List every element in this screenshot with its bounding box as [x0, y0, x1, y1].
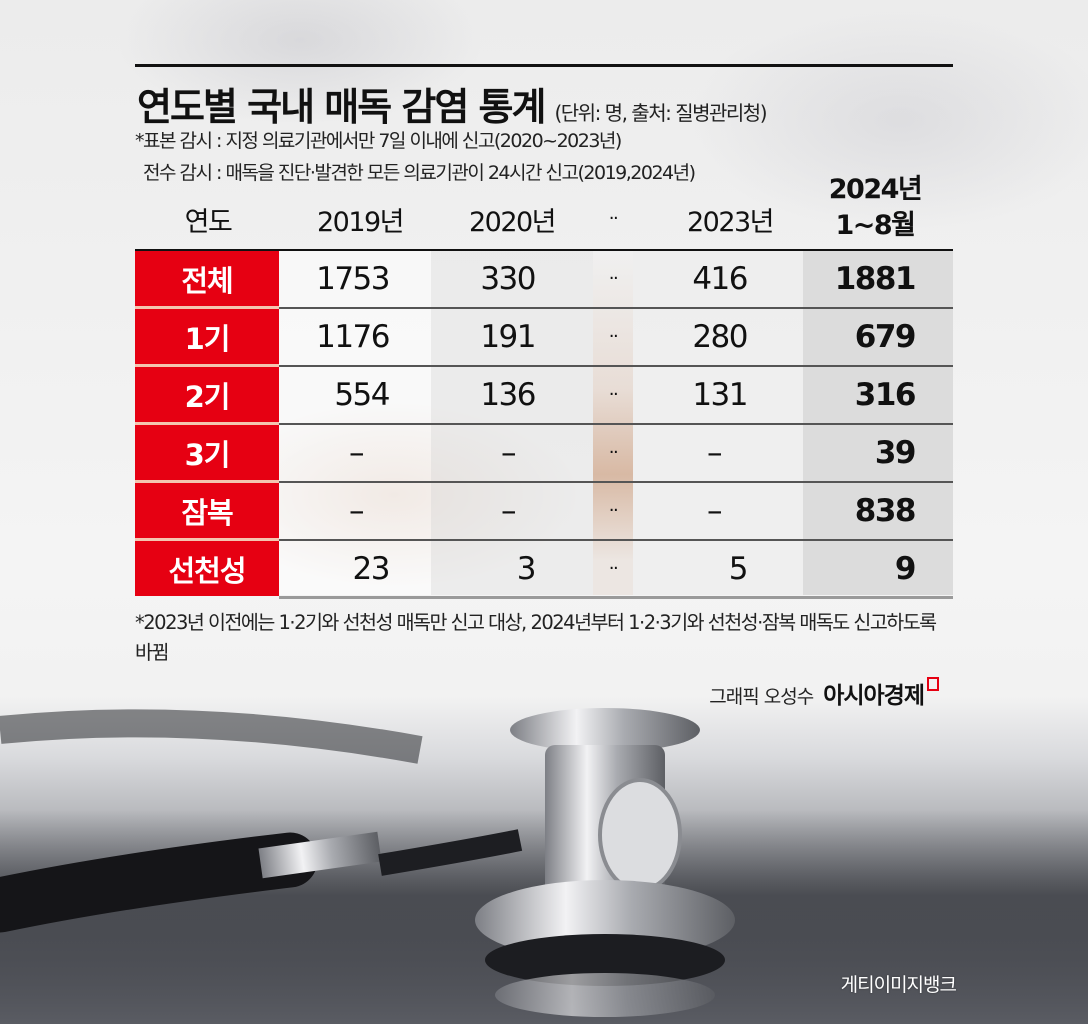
top-rule — [135, 64, 953, 67]
cell-2020: 191 — [480, 318, 536, 355]
row-divider — [279, 596, 953, 599]
header-2024-year: 2024년 — [828, 174, 923, 205]
note-full-surveillance: 전수 감시 : 매독을 진단·발견한 모든 의료기관이 24시간 신고(2019… — [143, 162, 696, 184]
table-row: 3기 – – ·· – 39 — [135, 425, 953, 483]
header-ellipsis: ·· — [608, 208, 619, 229]
cell-2023: – — [707, 434, 723, 471]
table-row: 잠복 – – ·· – 838 — [135, 483, 953, 541]
row-label: 1기 — [135, 309, 279, 364]
brand-logo: 아시아경제 — [823, 683, 925, 709]
cell-2020: 330 — [480, 260, 536, 297]
cell-2019: – — [349, 434, 365, 471]
header-2023: 2023년 — [686, 207, 775, 238]
row-divider — [279, 481, 953, 483]
header-year: 연도 — [184, 207, 233, 238]
cell-ellipsis: ·· — [608, 558, 619, 579]
row-divider — [279, 539, 953, 541]
cell-2019: 1753 — [316, 260, 390, 297]
cell-2020: – — [501, 492, 517, 529]
cell-2019: – — [349, 492, 365, 529]
table-row: 1기 1176 191 ·· 280 679 — [135, 309, 953, 367]
stethoscope-image — [0, 708, 1088, 1024]
cell-ellipsis: ·· — [608, 384, 619, 405]
graphic-credit: 그래픽 오성수 — [709, 686, 814, 708]
row-label: 선천성 — [135, 541, 279, 596]
header-rule — [135, 249, 953, 251]
cell-2023: 416 — [692, 260, 748, 297]
cell-ellipsis: ·· — [608, 500, 619, 521]
note-sample-surveillance: *표본 감시 : 지정 의료기관에서만 7일 이내에 신고(2020~2023년… — [135, 130, 622, 152]
unit-source: (단위: 명, 출처: 질병관리청) — [554, 101, 767, 125]
cell-ellipsis: ·· — [608, 268, 619, 289]
row-divider-label — [135, 306, 279, 309]
cell-2023: 5 — [728, 550, 749, 587]
row-divider — [279, 423, 953, 425]
cell-2023: 131 — [692, 376, 748, 413]
header-2019: 2019년 — [316, 207, 405, 238]
row-label: 잠복 — [135, 483, 279, 538]
header-2024-months: 1~8월 — [835, 210, 916, 241]
cell-2020: 136 — [480, 376, 536, 413]
table-row: 전체 1753 330 ·· 416 1881 — [135, 251, 953, 309]
cell-2024: 9 — [894, 550, 917, 587]
row-label: 3기 — [135, 425, 279, 480]
cell-2019: 1176 — [316, 318, 390, 355]
cell-2019: 554 — [334, 376, 390, 413]
header-2020: 2020년 — [468, 207, 557, 238]
header-2024: 2024년 1~8월 — [815, 172, 935, 244]
table-row: 2기 554 136 ·· 131 316 — [135, 367, 953, 425]
cell-2020: – — [501, 434, 517, 471]
cell-2023: 280 — [692, 318, 748, 355]
row-divider — [279, 365, 953, 367]
row-divider-label — [135, 538, 279, 541]
chart-title: 연도별 국내 매독 감염 통계 — [137, 85, 546, 129]
cell-2023: – — [707, 492, 723, 529]
table-row: 선천성 23 3 ·· 5 9 — [135, 541, 953, 599]
photo-credit: 게티이미지뱅크 — [840, 974, 957, 996]
cell-2024: 316 — [854, 376, 917, 413]
cell-ellipsis: ·· — [608, 326, 619, 347]
cell-2024: 679 — [854, 318, 917, 355]
cell-2024: 39 — [874, 434, 917, 471]
row-divider-label — [135, 422, 279, 425]
cell-2020: 3 — [516, 550, 537, 587]
cell-2024: 838 — [854, 492, 917, 529]
byline: 그래픽 오성수 아시아경제 — [709, 676, 939, 710]
footnote: *2023년 이전에는 1·2기와 선천성 매독만 신고 대상, 2024년부터… — [135, 611, 937, 664]
row-divider-label — [135, 480, 279, 483]
row-label: 전체 — [135, 251, 279, 306]
row-label: 2기 — [135, 367, 279, 422]
cell-2024: 1881 — [834, 260, 917, 297]
brand-mark-icon — [927, 677, 939, 691]
cell-ellipsis: ·· — [608, 442, 619, 463]
row-divider — [279, 307, 953, 309]
cell-2019: 23 — [352, 550, 391, 587]
row-divider-label — [135, 364, 279, 367]
title-row: 연도별 국내 매독 감염 통계 (단위: 명, 출처: 질병관리청) — [137, 76, 767, 131]
